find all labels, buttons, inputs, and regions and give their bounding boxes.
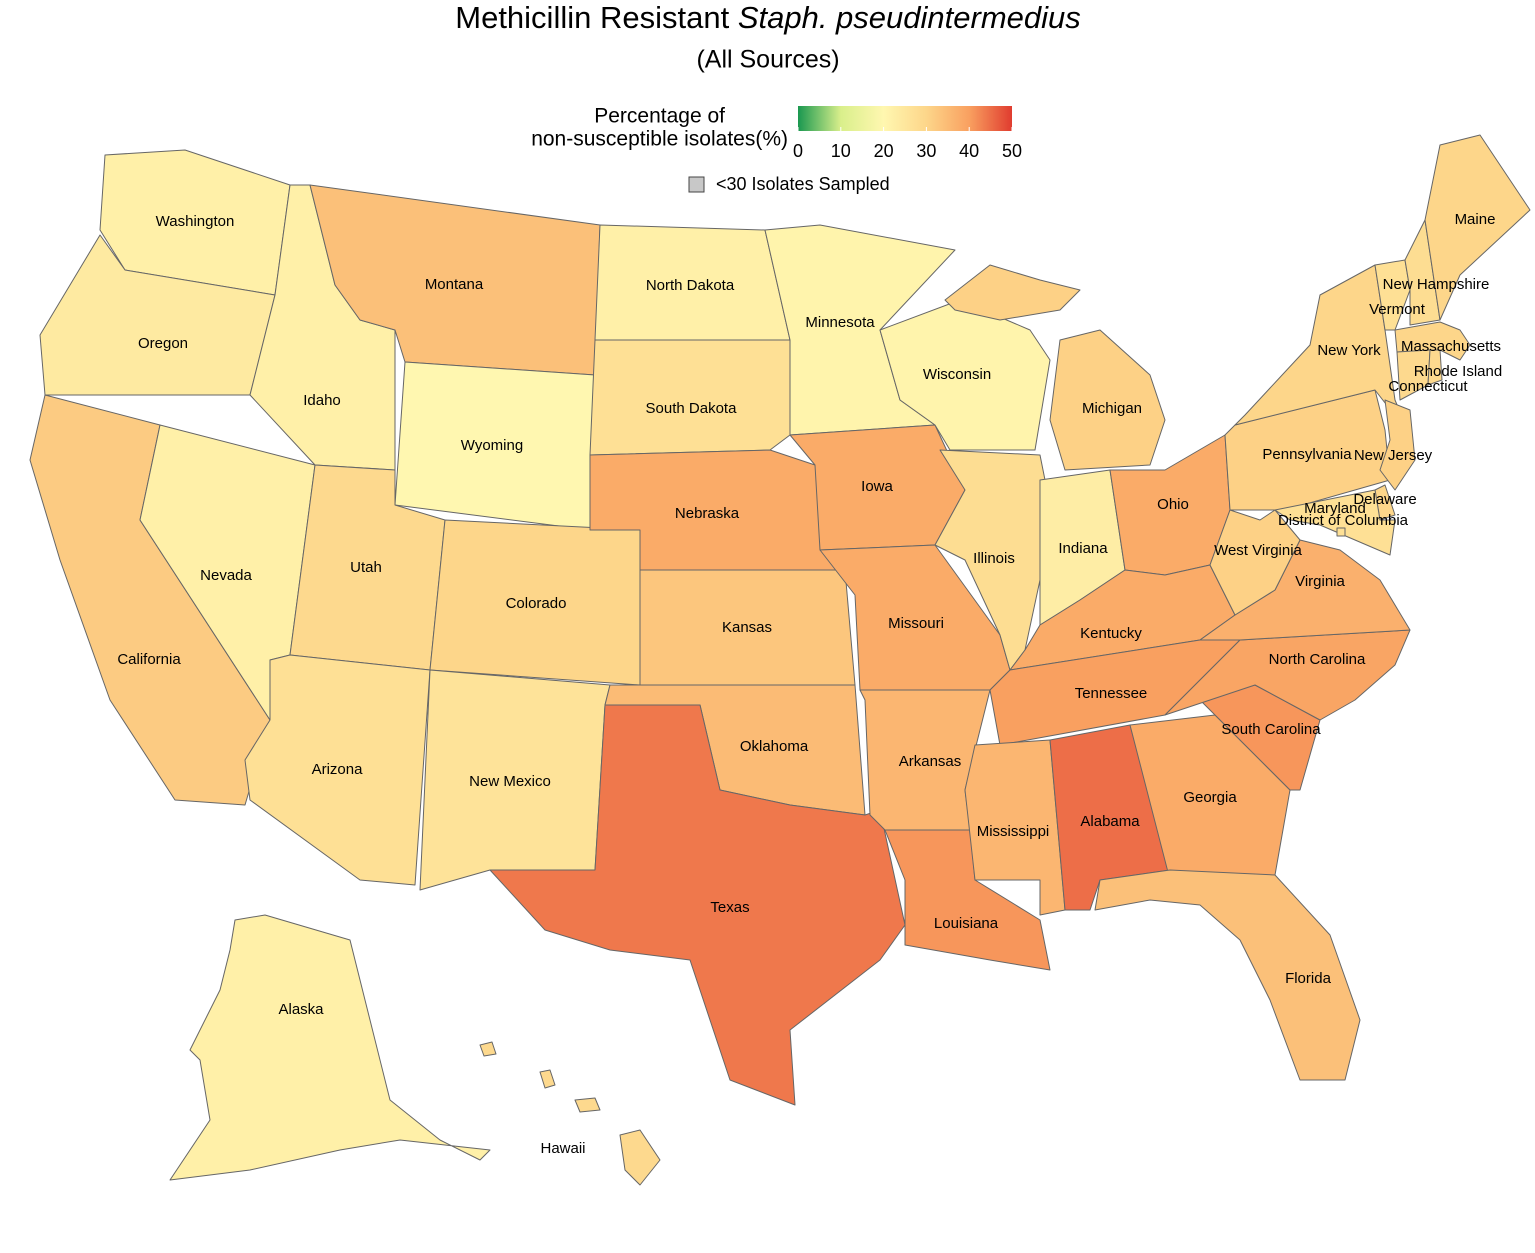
state-label: West Virginia <box>1214 542 1302 559</box>
state-label: Rhode Island <box>1414 363 1502 380</box>
colorbar <box>798 106 1012 131</box>
state-label: Nebraska <box>675 505 740 522</box>
state <box>1427 349 1443 386</box>
state-label: Pennsylvania <box>1262 446 1352 463</box>
state-label: New Hampshire <box>1383 276 1490 293</box>
state <box>589 339 791 456</box>
colorbar-tick-label: 40 <box>959 141 979 161</box>
state-label: Tennessee <box>1075 685 1148 702</box>
state <box>944 264 1166 471</box>
state-label: Georgia <box>1183 789 1237 806</box>
state <box>1336 527 1346 537</box>
state-label: Michigan <box>1082 400 1142 417</box>
state-label: Washington <box>156 213 235 230</box>
chart-title: Methicillin Resistant Staph. pseudinterm… <box>455 0 1081 35</box>
state-label: Iowa <box>861 478 893 495</box>
state-label: Colorado <box>506 595 567 612</box>
na-label: <30 Isolates Sampled <box>716 174 890 194</box>
state-label: Oklahoma <box>740 738 809 755</box>
state-label: Idaho <box>303 392 341 409</box>
state-label: Massachusetts <box>1401 338 1501 355</box>
legend-title: Percentage of <box>594 105 725 128</box>
state-label: South Carolina <box>1221 721 1321 738</box>
chart-subtitle: (All Sources) <box>696 46 839 74</box>
na-swatch <box>688 176 705 193</box>
state <box>1379 399 1416 491</box>
legend-title: non-susceptible isolates(%) <box>531 128 788 151</box>
state-label: New Jersey <box>1354 447 1433 464</box>
state <box>1374 259 1411 331</box>
state-label: District of Columbia <box>1278 512 1409 529</box>
state-label: South Dakota <box>646 400 738 417</box>
state-label: Arizona <box>312 761 364 778</box>
state-label: New York <box>1317 342 1381 359</box>
state-label: Wyoming <box>461 437 523 454</box>
state <box>1234 264 1411 436</box>
state-label: North Dakota <box>646 277 735 294</box>
state-label: Indiana <box>1058 540 1108 557</box>
state <box>1209 509 1301 616</box>
state-label: Illinois <box>973 550 1015 567</box>
colorbar-tick-label: 0 <box>793 141 803 161</box>
state-label: Vermont <box>1369 301 1426 318</box>
state <box>1129 714 1291 881</box>
state-label: Kentucky <box>1080 625 1142 642</box>
state <box>479 1041 661 1186</box>
state-label: Florida <box>1285 970 1332 987</box>
state-label: Maine <box>1455 211 1496 228</box>
state-label: Connecticut <box>1388 378 1468 395</box>
state <box>1404 219 1441 326</box>
state-label: Arkansas <box>899 753 962 770</box>
state-labels: Washington Oregon California Nevada Idaho Mon… <box>117 211 1502 1157</box>
colorbar-tick-label: 10 <box>831 141 851 161</box>
title-part: Staph. pseudintermedius <box>738 0 1081 35</box>
state-label: Kansas <box>722 619 772 636</box>
state-label: Mississippi <box>977 823 1050 840</box>
state-label: Utah <box>350 559 382 576</box>
colorbar-tick-label: 20 <box>874 141 894 161</box>
state <box>1424 134 1531 321</box>
state <box>244 654 431 886</box>
state-label: Delaware <box>1353 491 1416 508</box>
state-label: California <box>117 651 181 668</box>
state-label: New Mexico <box>469 773 551 790</box>
state <box>169 914 491 1181</box>
states <box>29 134 1531 1186</box>
state <box>489 704 906 1106</box>
colorbar-tick-label: 50 <box>1002 141 1022 161</box>
state-label: Missouri <box>888 615 944 632</box>
state <box>1094 869 1361 1081</box>
state <box>1274 489 1396 556</box>
colorbar-tick-label: 30 <box>916 141 936 161</box>
state-label: Louisiana <box>934 915 999 932</box>
state-label: Oregon <box>138 335 188 352</box>
state-label: North Carolina <box>1269 651 1366 668</box>
state-label: Alaska <box>278 1001 324 1018</box>
state-label: Ohio <box>1157 496 1189 513</box>
state-label: Montana <box>425 276 484 293</box>
state-label: Hawaii <box>540 1140 585 1157</box>
state-label: Minnesota <box>805 314 875 331</box>
state-label: Texas <box>710 899 749 916</box>
state-label: Nevada <box>200 567 252 584</box>
state-label: Virginia <box>1295 573 1345 590</box>
title-part: Methicillin Resistant <box>455 0 729 35</box>
state-label: Alabama <box>1080 813 1140 830</box>
state-label: Wisconsin <box>923 366 991 383</box>
state-label: Maryland <box>1304 500 1366 517</box>
